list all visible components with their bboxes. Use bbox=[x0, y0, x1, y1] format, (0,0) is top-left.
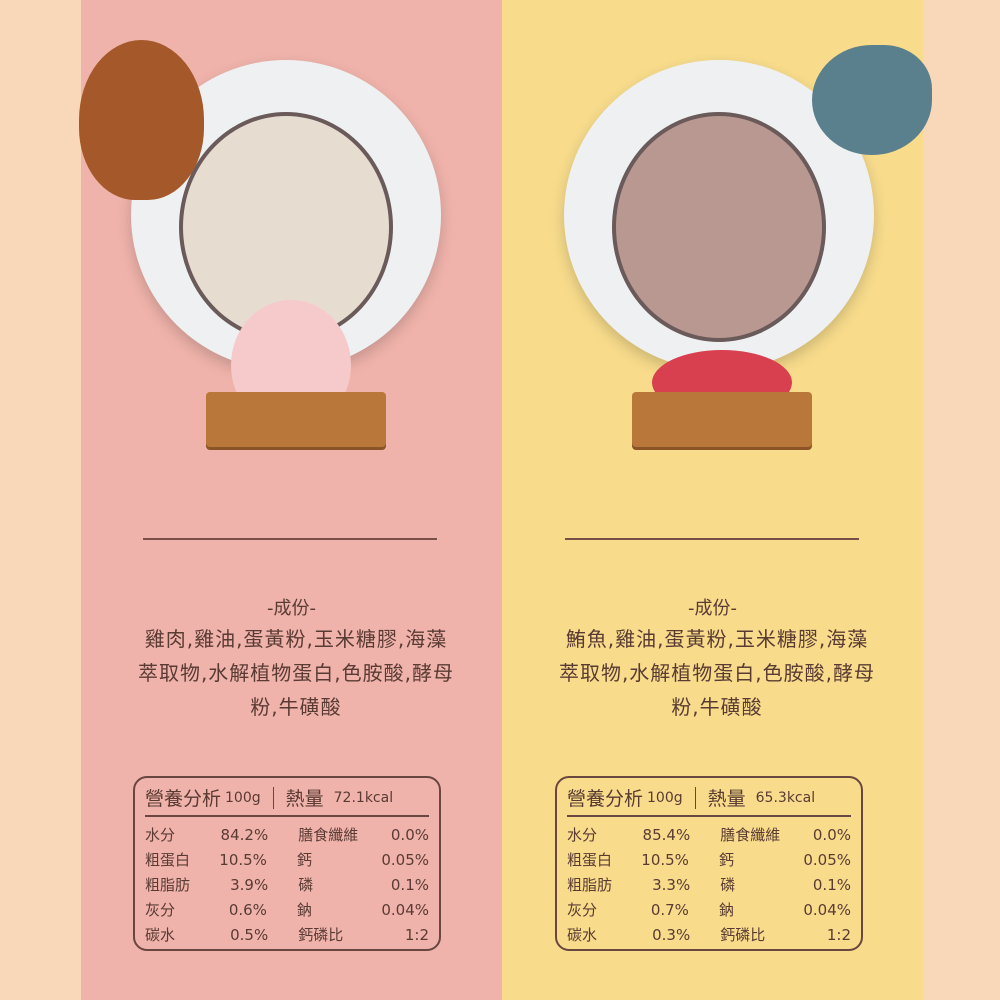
nutrition-cell: 磷 bbox=[298, 876, 314, 894]
product-panel-chicken: -成份- 雞肉,雞油,蛋黃粉,玉米糖膠,海藻萃取物,水解植物蛋白,色胺酸,酵母粉… bbox=[79, 0, 502, 1000]
nutrition-cell: 粗脂肪 bbox=[567, 876, 613, 894]
product-panel-tuna: -成份- 鮪魚,雞油,蛋黃粉,玉米糖膠,海藻萃取物,水解植物蛋白,色胺酸,酵母粉… bbox=[502, 0, 932, 1000]
nutrition-cell: 0.6% bbox=[228, 901, 267, 919]
energy-label: 熱量 bbox=[285, 788, 324, 810]
nutrition-header: 營養分析 100g 熱量 65.3kcal bbox=[567, 784, 851, 817]
nutrition-cell: 水分 bbox=[567, 826, 598, 844]
nutrition-cell: 膳食纖維 bbox=[298, 826, 359, 844]
energy-value: 72.1kcal bbox=[333, 789, 394, 806]
nutrition-cell: 0.1% bbox=[812, 876, 851, 894]
nutrition-row: 水分 85.4% 膳食纖維 0.0% bbox=[567, 823, 851, 848]
nutrition-cell: 0.0% bbox=[812, 826, 851, 844]
nutrition-cell: 磷 bbox=[720, 876, 736, 894]
nutrition-cell: 水分 bbox=[145, 826, 176, 844]
nutrition-cell: 0.0% bbox=[390, 826, 429, 844]
separator bbox=[694, 786, 696, 809]
nutrition-cell: 鈣磷比 bbox=[720, 926, 766, 944]
nutrition-cell: 0.1% bbox=[390, 876, 429, 894]
divider bbox=[143, 538, 437, 540]
nutrition-cell: 3.9% bbox=[230, 876, 269, 894]
nutrition-cell: 0.05% bbox=[803, 851, 851, 869]
nutrition-cell: 85.4% bbox=[642, 826, 691, 844]
food-bowl bbox=[612, 112, 826, 342]
nutrition-table: 營養分析 100g 熱量 65.3kcal 水分 85.4% 膳食纖維 0.0% 粗蛋白… bbox=[555, 776, 863, 951]
nutrition-cell: 3.3% bbox=[652, 876, 691, 894]
nutrition-cell: 1:2 bbox=[404, 926, 429, 944]
nutrition-cell: 碳水 bbox=[567, 926, 598, 944]
nutrition-cell: 10.5% bbox=[219, 851, 267, 869]
nutrition-cell: 粗脂肪 bbox=[145, 876, 191, 894]
nutrition-cell: 粗蛋白 bbox=[567, 851, 613, 869]
nutrition-cell: 膳食纖維 bbox=[720, 826, 781, 844]
chicken-illustration bbox=[79, 40, 204, 200]
nutrition-unit: 100g bbox=[647, 789, 683, 806]
nutrition-row: 水分 84.2% 膳食纖維 0.0% bbox=[145, 823, 429, 848]
nutrition-table: 營養分析 100g 熱量 72.1kcal 水分 84.2% 膳食纖維 0.0% 粗蛋白… bbox=[133, 776, 441, 951]
nutrition-title: 營養分析 bbox=[567, 788, 644, 810]
ingredients-list: 雞肉,雞油,蛋黃粉,玉米糖膠,海藻萃取物,水解植物蛋白,色胺酸,酵母粉,牛磺酸 bbox=[137, 627, 455, 719]
ingredients-title: -成份- bbox=[267, 598, 316, 619]
nutrition-cell: 鈉 bbox=[296, 901, 312, 919]
nutrition-header: 營養分析 100g 熱量 72.1kcal bbox=[145, 784, 429, 817]
nutrition-row: 灰分 0.6% 鈉 0.04% bbox=[145, 898, 429, 923]
cutting-board bbox=[206, 392, 386, 447]
nutrition-cell: 碳水 bbox=[145, 926, 176, 944]
divider bbox=[565, 538, 859, 540]
cutting-board bbox=[632, 392, 812, 447]
nutrition-cell: 鈣 bbox=[718, 851, 734, 869]
nutrition-cell: 0.05% bbox=[381, 851, 429, 869]
nutrition-row: 碳水 0.3% 鈣磷比 1:2 bbox=[567, 923, 851, 948]
nutrition-title: 營養分析 bbox=[145, 788, 222, 810]
nutrition-cell: 鈣磷比 bbox=[298, 926, 344, 944]
nutrition-cell: 鈣 bbox=[296, 851, 312, 869]
nutrition-unit: 100g bbox=[225, 789, 261, 806]
nutrition-cell: 灰分 bbox=[145, 901, 176, 919]
energy-value: 65.3kcal bbox=[755, 789, 816, 806]
nutrition-cell: 0.5% bbox=[230, 926, 269, 944]
energy-label: 熱量 bbox=[707, 788, 746, 810]
nutrition-cell: 粗蛋白 bbox=[145, 851, 191, 869]
nutrition-row: 粗蛋白 10.5% 鈣 0.05% bbox=[145, 848, 429, 873]
nutrition-cell: 0.04% bbox=[381, 901, 429, 919]
nutrition-cell: 0.3% bbox=[652, 926, 691, 944]
nutrition-row: 粗蛋白 10.5% 鈣 0.05% bbox=[567, 848, 851, 873]
nutrition-cell: 10.5% bbox=[641, 851, 689, 869]
nutrition-cell: 0.7% bbox=[650, 901, 689, 919]
nutrition-cell: 84.2% bbox=[220, 826, 269, 844]
nutrition-cell: 0.04% bbox=[803, 901, 851, 919]
ingredients-title: -成份- bbox=[688, 598, 737, 619]
nutrition-row: 碳水 0.5% 鈣磷比 1:2 bbox=[145, 923, 429, 948]
ingredients-list: 鮪魚,雞油,蛋黃粉,玉米糖膠,海藻萃取物,水解植物蛋白,色胺酸,酵母粉,牛磺酸 bbox=[558, 627, 876, 719]
nutrition-cell: 灰分 bbox=[567, 901, 598, 919]
tuna-fish-illustration bbox=[812, 45, 932, 155]
nutrition-row: 灰分 0.7% 鈉 0.04% bbox=[567, 898, 851, 923]
nutrition-cell: 鈉 bbox=[718, 901, 734, 919]
nutrition-row: 粗脂肪 3.9% 磷 0.1% bbox=[145, 873, 429, 898]
nutrition-cell: 1:2 bbox=[826, 926, 851, 944]
separator bbox=[272, 786, 274, 809]
nutrition-row: 粗脂肪 3.3% 磷 0.1% bbox=[567, 873, 851, 898]
